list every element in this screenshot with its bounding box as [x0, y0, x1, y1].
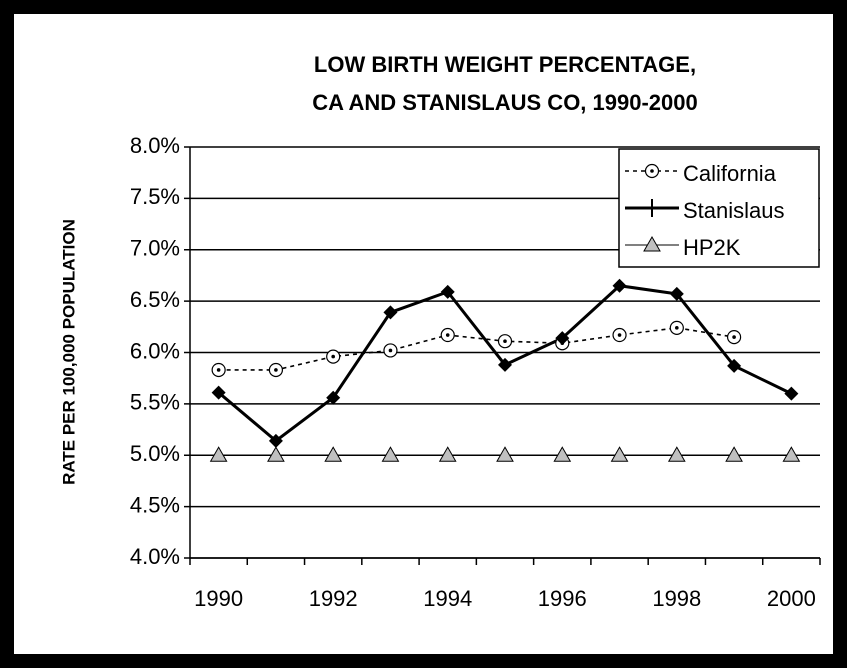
- data-point: [555, 331, 570, 346]
- legend-label: California: [683, 161, 777, 186]
- data-point: [326, 349, 341, 364]
- marker-dot: [732, 335, 736, 339]
- data-point: [211, 385, 226, 400]
- legend-marker: [643, 235, 661, 252]
- data-point: [383, 305, 398, 320]
- y-tick-label: 4.5%: [130, 492, 180, 517]
- marker-dot: [445, 333, 450, 337]
- x-tick-label: 1990: [194, 586, 243, 611]
- marker-dot: [650, 169, 654, 173]
- y-tick-label: 6.0%: [130, 338, 180, 363]
- x-tick-label: 1996: [538, 586, 587, 611]
- data-point: [383, 343, 398, 358]
- series-line: [218, 327, 735, 371]
- data-point: [324, 446, 343, 462]
- data-point: [669, 320, 684, 335]
- marker-dot: [388, 348, 393, 353]
- y-tick-label: 7.5%: [130, 184, 180, 209]
- data-point: [782, 446, 801, 462]
- y-tick-label: 5.5%: [130, 390, 180, 415]
- chart-title: CA AND STANISLAUS CO, 1990-2000: [312, 90, 698, 115]
- x-tick-label: 2000: [767, 586, 816, 611]
- data-point: [667, 446, 686, 462]
- data-point: [209, 446, 228, 462]
- data-point: [326, 390, 341, 405]
- data-point: [438, 446, 457, 462]
- marker-dot: [503, 339, 507, 343]
- data-point: [496, 446, 514, 462]
- y-tick-label: 7.0%: [130, 236, 180, 261]
- data-point: [610, 446, 629, 462]
- data-point: [498, 357, 512, 372]
- data-point: [553, 446, 572, 462]
- legend-label: Stanislaus: [683, 198, 785, 223]
- data-point: [669, 286, 684, 301]
- marker-dot: [274, 368, 278, 372]
- data-point: [612, 278, 627, 293]
- marker-dot: [216, 368, 221, 372]
- legend-marker: [644, 163, 660, 179]
- data-point: [612, 327, 627, 343]
- data-point: [440, 284, 455, 299]
- chart-title: LOW BIRTH WEIGHT PERCENTAGE,: [314, 52, 696, 77]
- data-point: [726, 329, 742, 345]
- data-point: [268, 433, 283, 448]
- data-point: [725, 446, 743, 462]
- marker-dot: [675, 326, 679, 330]
- data-point: [497, 334, 513, 349]
- data-point: [381, 446, 400, 462]
- marker-dot: [617, 333, 622, 337]
- y-tick-label: 5.0%: [130, 441, 180, 466]
- y-tick-label: 6.5%: [130, 287, 180, 312]
- marker-dot: [331, 354, 335, 359]
- data-point: [267, 446, 285, 462]
- legend-label: HP2K: [683, 235, 741, 260]
- data-point: [211, 362, 226, 378]
- y-tick-label: 4.0%: [130, 544, 180, 569]
- y-tick-label: 8.0%: [130, 133, 180, 158]
- x-tick-label: 1998: [652, 586, 701, 611]
- data-point: [784, 386, 799, 401]
- data-point: [268, 362, 284, 378]
- data-point: [440, 327, 455, 343]
- data-point: [727, 358, 742, 373]
- x-tick-label: 1992: [309, 586, 358, 611]
- x-tick-label: 1994: [423, 586, 472, 611]
- y-axis-label: RATE PER 100,000 POPULATION: [59, 219, 78, 485]
